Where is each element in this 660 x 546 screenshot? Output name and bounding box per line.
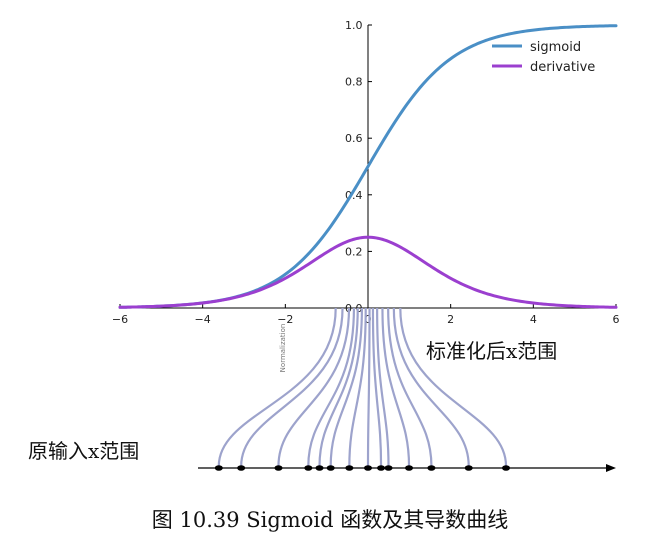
x-tick-label: 6: [613, 313, 620, 326]
mapping-lines: [217, 307, 508, 467]
original-point: [326, 465, 335, 471]
series-line-derivative: [118, 235, 618, 309]
y-tick-label: 0.2: [345, 245, 363, 258]
mapping-line: [399, 307, 508, 467]
original-points: [214, 465, 511, 471]
legend-label-sigmoid: sigmoid: [530, 40, 581, 55]
mapping-line: [277, 307, 351, 467]
mapping-line: [307, 307, 356, 467]
figure-caption: 图 10.39 Sigmoid 函数及其导数曲线: [152, 508, 508, 532]
mapping-line: [392, 307, 470, 467]
legend-label-derivative: derivative: [530, 60, 595, 75]
original-point: [364, 465, 372, 471]
y-tick-label: 0.6: [345, 132, 363, 145]
original-point: [405, 465, 414, 471]
original-point: [345, 465, 354, 471]
mapping-line: [387, 307, 433, 467]
original-point: [304, 465, 313, 471]
arrow-head-icon: [606, 464, 616, 472]
mapping-line: [329, 307, 364, 467]
original-point: [502, 465, 511, 471]
y-tick-label: 1.0: [345, 19, 363, 32]
x-tick-group: −6 −4 −2 0 2 4 6: [112, 304, 620, 326]
original-point: [237, 465, 246, 471]
mapping-line: [366, 307, 371, 467]
x-tick-label: −6: [112, 313, 128, 326]
x-tick-label: 2: [447, 313, 454, 326]
mapping-line: [371, 307, 383, 467]
original-point: [384, 465, 393, 471]
original-point: [427, 465, 436, 471]
x-tick-label: 0: [365, 313, 372, 326]
x-tick-label: −2: [277, 313, 293, 326]
original-point: [377, 465, 386, 471]
mapping-line: [348, 307, 367, 467]
original-point: [214, 465, 223, 471]
original-point: [464, 465, 473, 471]
mapping-line: [240, 307, 344, 467]
normalized-range-label: 标准化后x范围: [426, 339, 557, 363]
mapping-line: [376, 307, 390, 467]
x-tick-label: −4: [195, 313, 211, 326]
original-x-axis: [198, 464, 616, 472]
original-point: [315, 465, 324, 471]
legend: sigmoid derivative: [492, 40, 595, 75]
original-point: [274, 465, 283, 471]
mapping-line: [217, 307, 337, 467]
normalization-label: Normalization: [279, 324, 287, 373]
mapping-line: [318, 307, 359, 467]
y-tick-label: 0.8: [345, 76, 363, 89]
mapping-line: [381, 307, 411, 467]
x-tick-label: 4: [530, 313, 537, 326]
original-range-label: 原输入x范围: [28, 439, 139, 463]
